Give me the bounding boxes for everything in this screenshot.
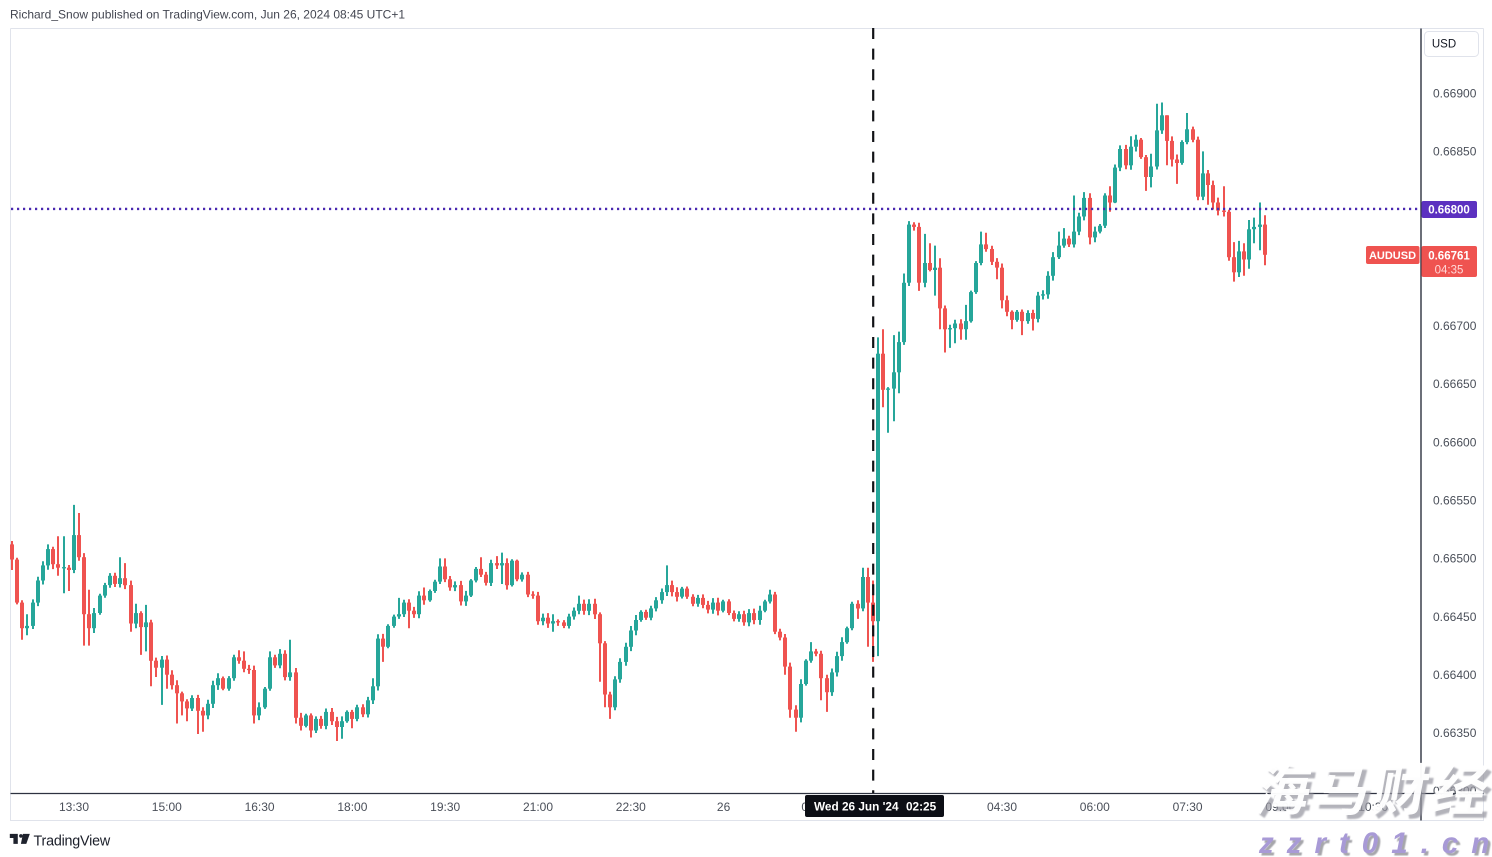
svg-text:0.66450: 0.66450 — [1433, 610, 1477, 624]
svg-text:19:30: 19:30 — [430, 800, 460, 814]
svg-text:15:00: 15:00 — [152, 800, 182, 814]
svg-text:06:00: 06:00 — [1080, 800, 1110, 814]
svg-text:0.66350: 0.66350 — [1433, 726, 1477, 740]
svg-text:0.66800: 0.66800 — [1428, 205, 1470, 217]
svg-text:TradingView: TradingView — [34, 833, 111, 849]
svg-text:Richard_Snow published on Trad: Richard_Snow published on TradingView.co… — [10, 8, 405, 22]
svg-text:0.66500: 0.66500 — [1433, 552, 1477, 566]
svg-text:26: 26 — [717, 800, 731, 814]
svg-text:16:30: 16:30 — [245, 800, 275, 814]
svg-text:0.66761: 0.66761 — [1428, 251, 1470, 263]
svg-text:0.66850: 0.66850 — [1433, 145, 1477, 159]
svg-text:0.66650: 0.66650 — [1433, 377, 1477, 391]
svg-text:22:30: 22:30 — [616, 800, 646, 814]
svg-text:USD: USD — [1432, 39, 1456, 51]
svg-text:0.66400: 0.66400 — [1433, 668, 1477, 682]
svg-text:0.66700: 0.66700 — [1433, 319, 1477, 333]
svg-text:zzrt01.cn: zzrt01.cn — [1258, 827, 1492, 857]
svg-text:07:30: 07:30 — [1173, 800, 1203, 814]
svg-text:0.66900: 0.66900 — [1433, 86, 1477, 100]
svg-text:21:00: 21:00 — [523, 800, 553, 814]
svg-text:0.66600: 0.66600 — [1433, 435, 1477, 449]
svg-text:0.66550: 0.66550 — [1433, 494, 1477, 508]
svg-text:04:30: 04:30 — [987, 800, 1017, 814]
svg-text:02:25: 02:25 — [906, 800, 937, 814]
svg-text:AUDUSD: AUDUSD — [1369, 250, 1416, 262]
svg-text:04:35: 04:35 — [1435, 265, 1464, 277]
svg-text:Wed 26 Jun '24: Wed 26 Jun '24 — [814, 800, 899, 814]
svg-text:13:30: 13:30 — [59, 800, 89, 814]
svg-text:18:00: 18:00 — [337, 800, 367, 814]
